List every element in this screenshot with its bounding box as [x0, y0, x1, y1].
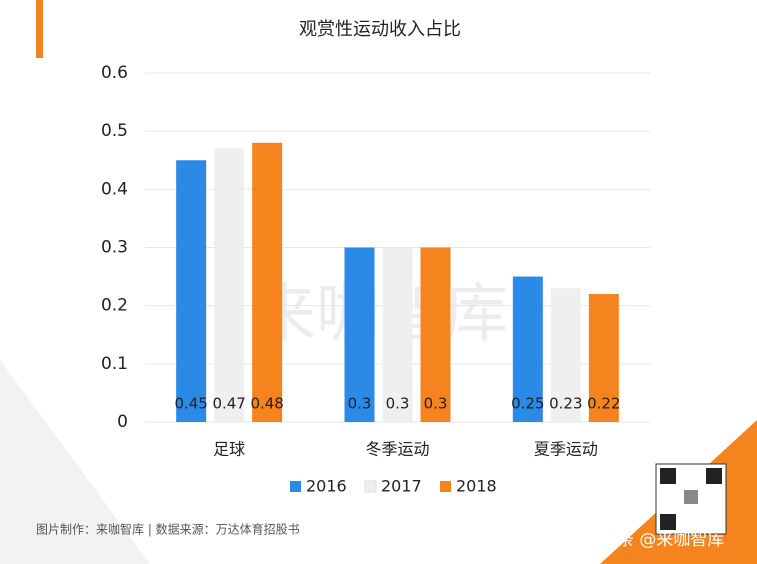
y-tick-label: 0.6 [101, 63, 128, 83]
x-tick-label: 夏季运动 [534, 440, 598, 459]
qr-code [655, 463, 727, 535]
data-label: 0.23 [549, 395, 582, 413]
source-note: 图片制作：来咖智库 | 数据来源：万达体育招股书 [36, 522, 300, 537]
legend-marker [364, 480, 377, 493]
data-label: 0.47 [212, 395, 245, 413]
bar [344, 247, 375, 422]
qr-block [660, 514, 676, 530]
legend-marker [440, 481, 451, 492]
watermark: 来咖智库 [252, 278, 508, 352]
credit: 头条 @来咖智库 [600, 530, 724, 550]
qr-block [706, 468, 722, 484]
bar [252, 142, 283, 423]
y-tick-label: 0.2 [101, 296, 128, 316]
qr-block [660, 468, 676, 484]
qr-block [684, 490, 698, 504]
data-label: 0.25 [511, 395, 544, 413]
x-tick-label: 冬季运动 [365, 440, 429, 459]
data-label: 0.45 [174, 395, 207, 413]
data-label: 0.3 [386, 395, 410, 413]
accent-bar [36, 0, 43, 58]
bar [176, 160, 207, 422]
bar [420, 247, 451, 422]
bar [512, 276, 543, 422]
data-label: 0.3 [348, 395, 372, 413]
bar [214, 148, 245, 422]
legend-marker [290, 481, 301, 492]
decor-building [0, 360, 150, 564]
bar [588, 294, 619, 422]
bar [550, 288, 581, 422]
y-tick-label: 0.4 [101, 179, 128, 199]
chart-title: 观赏性运动收入占比 [299, 19, 461, 40]
bar [382, 247, 413, 422]
data-label: 0.22 [587, 395, 620, 413]
legend-label: 2016 [306, 477, 347, 496]
y-tick-label: 0.5 [101, 121, 128, 141]
data-label: 0.48 [250, 395, 283, 413]
y-tick-label: 0 [117, 412, 128, 432]
x-tick-label: 足球 [213, 440, 245, 459]
data-label: 0.3 [424, 395, 448, 413]
y-tick-label: 0.3 [101, 238, 128, 258]
y-tick-label: 0.1 [101, 354, 128, 374]
legend-label: 2017 [381, 477, 422, 496]
legend-label: 2018 [456, 477, 497, 496]
